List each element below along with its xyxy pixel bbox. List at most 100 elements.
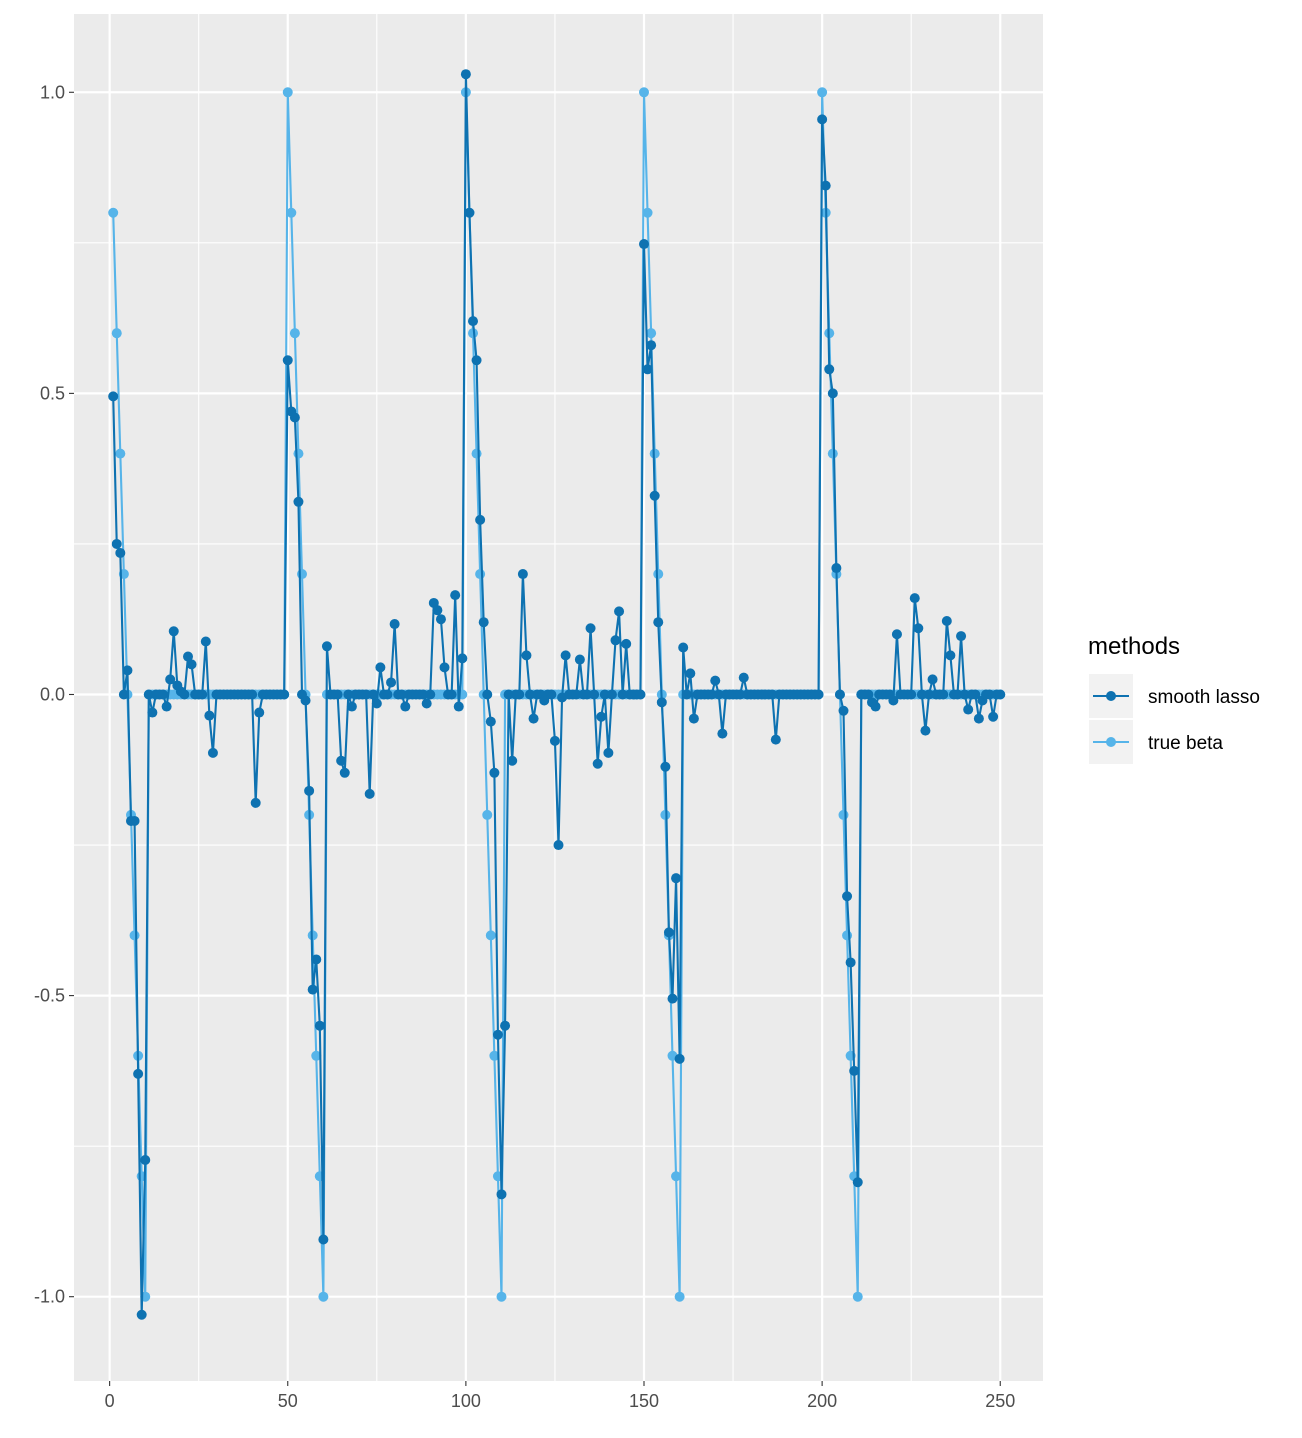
point-true-beta — [671, 1171, 682, 1182]
point-smooth-lasso — [927, 674, 938, 685]
point-smooth-lasso — [418, 689, 429, 700]
point-smooth-lasso — [300, 695, 311, 706]
point-smooth-lasso — [688, 713, 699, 724]
point-smooth-lasso — [678, 642, 689, 653]
point-smooth-lasso — [995, 689, 1006, 700]
point-smooth-lasso — [492, 1029, 503, 1040]
point-true-beta — [489, 1050, 500, 1061]
point-smooth-lasso — [321, 641, 332, 652]
point-smooth-lasso — [389, 619, 400, 630]
point-true-beta — [653, 569, 664, 580]
point-smooth-lasso — [133, 1068, 144, 1079]
point-smooth-lasso — [956, 631, 967, 642]
point-smooth-lasso — [336, 755, 347, 766]
point-smooth-lasso — [343, 689, 354, 700]
point-smooth-lasso — [642, 364, 653, 375]
point-smooth-lasso — [635, 689, 646, 700]
point-true-beta — [471, 448, 482, 459]
point-smooth-lasso — [279, 689, 290, 700]
point-true-beta — [282, 87, 293, 98]
point-smooth-lasso — [457, 653, 468, 664]
point-smooth-lasso — [446, 689, 457, 700]
point-smooth-lasso — [571, 689, 582, 700]
point-smooth-lasso — [827, 388, 838, 399]
point-smooth-lasso — [129, 815, 140, 826]
point-smooth-lasso — [735, 689, 746, 700]
point-smooth-lasso — [108, 391, 119, 402]
point-true-beta — [674, 1291, 685, 1302]
point-smooth-lasso — [475, 514, 486, 525]
point-smooth-lasso — [906, 689, 917, 700]
point-smooth-lasso — [649, 490, 660, 501]
point-true-beta — [646, 328, 657, 339]
point-true-beta — [838, 809, 849, 820]
point-smooth-lasso — [831, 563, 842, 574]
point-true-beta — [297, 569, 307, 580]
legend: methods smooth lasso true beta — [1088, 633, 1260, 764]
point-smooth-lasso — [503, 689, 514, 700]
point-smooth-lasso — [838, 705, 849, 716]
point-smooth-lasso — [514, 689, 525, 700]
point-true-beta — [311, 1050, 322, 1061]
point-smooth-lasso — [140, 1154, 151, 1165]
legend-label-true-beta: true beta — [1148, 733, 1223, 754]
point-smooth-lasso — [396, 689, 407, 700]
legend-key-point — [1106, 691, 1116, 701]
point-smooth-lasso — [681, 689, 692, 700]
point-smooth-lasso — [706, 689, 717, 700]
point-smooth-lasso — [606, 689, 617, 700]
point-smooth-lasso — [959, 689, 970, 700]
point-smooth-lasso — [663, 927, 674, 938]
point-true-beta — [111, 328, 122, 339]
point-smooth-lasso — [183, 651, 193, 662]
point-smooth-lasso — [122, 665, 133, 676]
x-tick-label: 100 — [451, 1391, 481, 1411]
point-smooth-lasso — [364, 788, 375, 799]
point-smooth-lasso — [468, 316, 478, 327]
point-smooth-lasso — [852, 1177, 863, 1188]
point-smooth-lasso — [197, 689, 208, 700]
point-smooth-lasso — [920, 725, 931, 736]
point-smooth-lasso — [425, 689, 436, 700]
point-true-beta — [482, 809, 493, 820]
x-tick-label: 0 — [105, 1391, 115, 1411]
point-smooth-lasso — [339, 767, 350, 778]
y-tick-label: 0.0 — [40, 684, 65, 704]
point-smooth-lasso — [713, 689, 724, 700]
point-smooth-lasso — [528, 713, 539, 724]
point-smooth-lasso — [685, 668, 696, 679]
point-smooth-lasso — [984, 689, 995, 700]
point-smooth-lasso — [118, 689, 129, 700]
point-smooth-lasso — [464, 207, 475, 218]
point-true-beta — [318, 1291, 329, 1302]
point-smooth-lasso — [432, 605, 443, 616]
point-smooth-lasso — [963, 704, 974, 715]
point-smooth-lasso — [254, 707, 265, 718]
series-layer — [108, 69, 1006, 1320]
point-smooth-lasso — [924, 689, 934, 700]
point-smooth-lasso — [332, 689, 343, 700]
point-smooth-lasso — [671, 873, 682, 884]
point-smooth-lasso — [888, 695, 899, 706]
point-smooth-lasso — [767, 689, 778, 700]
point-smooth-lasso — [834, 689, 845, 700]
point-true-beta — [286, 207, 297, 218]
y-tick-label: 1.0 — [40, 82, 65, 102]
point-smooth-lasso — [460, 69, 471, 80]
point-true-beta — [842, 930, 853, 941]
point-smooth-lasso — [371, 698, 382, 709]
point-smooth-lasso — [507, 755, 518, 766]
point-smooth-lasso — [307, 984, 318, 995]
point-smooth-lasso — [311, 954, 322, 965]
point-smooth-lasso — [674, 1053, 685, 1064]
point-true-beta — [468, 328, 478, 339]
point-smooth-lasso — [614, 606, 625, 617]
point-smooth-lasso — [909, 593, 920, 604]
point-smooth-lasso — [988, 711, 999, 722]
point-true-beta — [642, 207, 653, 218]
point-smooth-lasso — [710, 675, 721, 686]
point-smooth-lasso — [941, 616, 952, 627]
point-smooth-lasso — [314, 1020, 325, 1031]
y-tick-label: -0.5 — [34, 986, 65, 1006]
x-axis: 0 50 100 150 200 250 — [105, 1381, 1015, 1411]
